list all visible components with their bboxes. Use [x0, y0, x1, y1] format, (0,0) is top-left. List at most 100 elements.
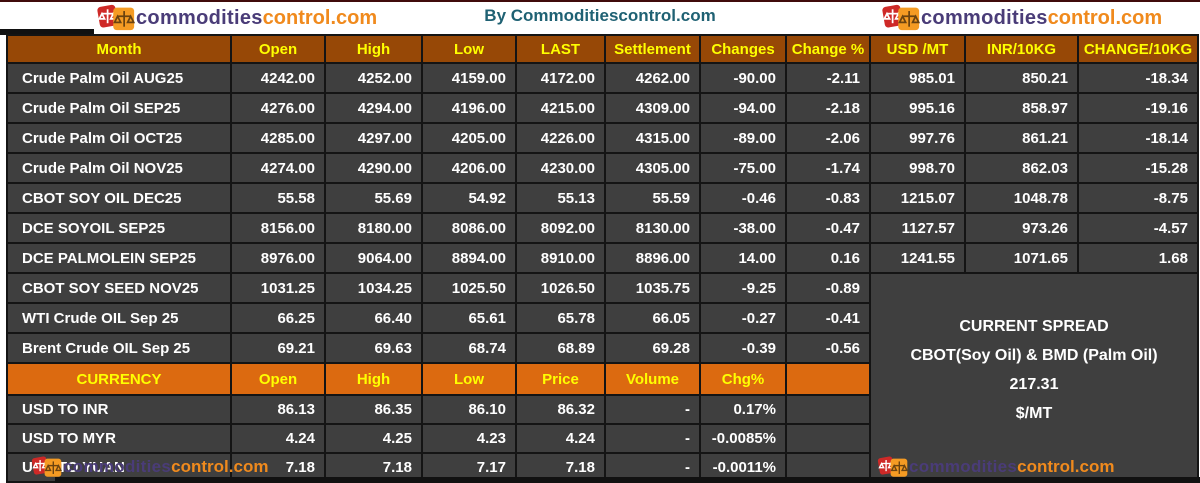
cell-value: 1048.78: [964, 182, 1079, 214]
scales-icon: [30, 455, 63, 479]
logo-text-commodities: commodities: [136, 6, 263, 29]
cell-value: -0.27: [699, 302, 787, 334]
cell-value: 14.00: [699, 242, 787, 274]
cell-value: 4285.00: [230, 122, 326, 154]
contract-name: DCE SOYOIL SEP25: [6, 212, 232, 244]
cell-value: 69.21: [230, 332, 326, 364]
cell-value: 8894.00: [421, 242, 517, 274]
cell-value: 55.69: [324, 182, 423, 214]
column-header-change: Change %: [785, 34, 871, 64]
cell-value: 862.03: [964, 152, 1079, 184]
cell-value: 1026.50: [515, 272, 606, 304]
logo-text-commodities: commodities: [909, 457, 1018, 476]
contract-name: CBOT SOY OIL DEC25: [6, 182, 232, 214]
spread-value: 217.31: [1009, 376, 1059, 393]
cell-value: 4.24: [230, 423, 326, 454]
cell-value: -0.46: [699, 182, 787, 214]
cell-value: 997.76: [869, 122, 966, 154]
futures-currency-table: Month Open High Low LAST Settlement Changes Cha…: [6, 34, 1199, 483]
cell-value: -0.41: [785, 302, 871, 334]
cell-value: 1071.65: [964, 242, 1079, 274]
cell-value: 4.23: [421, 423, 517, 454]
contract-name: WTI Crude OIL Sep 25: [6, 302, 232, 334]
cell-value: 985.01: [869, 62, 966, 94]
commoditiescontrol-logo-top-right[interactable]: commodities control.com: [880, 3, 1162, 33]
commoditiescontrol-logo-bottom-left[interactable]: commodities control.com: [30, 455, 268, 479]
currency-header-high: High: [324, 362, 423, 396]
cell-value: [785, 423, 871, 454]
top-left-black-bar: [0, 29, 94, 35]
cell-value: 86.10: [421, 394, 517, 425]
cell-value: -18.34: [1077, 62, 1199, 94]
cell-value: 69.63: [324, 332, 423, 364]
futures-row-crude-palm-oil-nov25: Crude Palm Oil NOV25 4274.00 4290.00 4206.0…: [6, 152, 1199, 184]
cell-value: 55.13: [515, 182, 606, 214]
futures-row-wti-crude-oil-sep-25: WTI Crude OIL Sep 25 66.25 66.40 65.61 65.78…: [6, 302, 1198, 334]
cell-value: 4315.00: [604, 122, 701, 154]
cell-value: 54.92: [421, 182, 517, 214]
cell-value: -19.16: [1077, 92, 1199, 124]
currency-pair-name: USD TO INR: [6, 394, 232, 425]
cell-value: 66.25: [230, 302, 326, 334]
cell-value: [785, 394, 871, 425]
cell-value: 8130.00: [604, 212, 701, 244]
cell-value: 8896.00: [604, 242, 701, 274]
currency-pair-name: USD TO MYR: [6, 423, 232, 454]
column-header-open: Open: [230, 34, 326, 64]
cell-value: 4297.00: [324, 122, 423, 154]
cell-value: 1035.75: [604, 272, 701, 304]
currency-row-usd-to-inr: USD TO INR 86.13 86.35 86.10 86.32-0.17%: [6, 394, 1198, 425]
contract-name: Crude Palm Oil AUG25: [6, 62, 232, 94]
column-header-low: Low: [421, 34, 517, 64]
cell-value: 1031.25: [230, 272, 326, 304]
cell-value: 1127.57: [869, 212, 966, 244]
spread-unit: $/MT: [1015, 405, 1053, 422]
logo-text-control: control.com: [1047, 6, 1163, 29]
cell-value: -75.00: [699, 152, 787, 184]
commoditiescontrol-logo-bottom-right[interactable]: commodities control.com: [876, 455, 1114, 479]
cell-value: 4262.00: [604, 62, 701, 94]
futures-row-cbot-soy-seed-nov25: CBOT SOY SEED NOV25 1031.25 1034.25 1025.50…: [6, 272, 1199, 483]
futures-row-cbot-soy-oil-dec25: CBOT SOY OIL DEC25 55.58 55.69 54.92 55.13 55…: [6, 182, 1199, 214]
contract-name: DCE PALMOLEIN SEP25: [6, 242, 232, 274]
top-maroon-line: [0, 0, 1200, 2]
cell-value: 850.21: [964, 62, 1079, 94]
currency-row-usd-to-myr: USD TO MYR 4.24 4.25 4.23 4.24- -0.0085%: [6, 423, 1198, 454]
column-header-settlement: Settlement: [604, 34, 701, 64]
cell-value: 86.35: [324, 394, 423, 425]
cell-value: 1.68: [1077, 242, 1199, 274]
cell-value: 998.70: [869, 152, 966, 184]
column-header-change-10kg: CHANGE/10KG: [1077, 34, 1199, 64]
cell-value: 1034.25: [324, 272, 423, 304]
currency-header-open: Open: [230, 362, 326, 396]
contract-name: CBOT SOY SEED NOV25: [6, 272, 232, 304]
cell-value: 4276.00: [230, 92, 326, 124]
currency-header-volume: Volume: [604, 362, 701, 396]
cell-value: 86.32: [515, 394, 606, 425]
current-spread-content: CURRENT SPREAD CBOT(Soy Oil) & BMD (Palm …: [872, 275, 1196, 428]
cell-value: 8910.00: [515, 242, 606, 274]
cell-value: 8086.00: [421, 212, 517, 244]
bottom-black-bar: [55, 477, 1200, 483]
cell-value: -94.00: [699, 92, 787, 124]
cell-value: 0.17%: [699, 394, 787, 425]
cell-value: -8.75: [1077, 182, 1199, 214]
column-header-high: High: [324, 34, 423, 64]
cell-value: 66.40: [324, 302, 423, 334]
currency-header-blank: [785, 362, 871, 396]
cell-value: 8180.00: [324, 212, 423, 244]
commoditiescontrol-logo-top-left[interactable]: commodities control.com: [95, 3, 377, 33]
column-header-last: LAST: [515, 34, 606, 64]
cell-value: 65.61: [421, 302, 517, 334]
cell-value: 4309.00: [604, 92, 701, 124]
cell-value: 0.16: [785, 242, 871, 274]
cell-value: 86.13: [230, 394, 326, 425]
cell-value: 4196.00: [421, 92, 517, 124]
cell-value: -4.57: [1077, 212, 1199, 244]
cell-value: -89.00: [699, 122, 787, 154]
contract-name: Crude Palm Oil OCT25: [6, 122, 232, 154]
cell-value: -0.83: [785, 182, 871, 214]
cell-value: 68.74: [421, 332, 517, 364]
cell-value: 4305.00: [604, 152, 701, 184]
